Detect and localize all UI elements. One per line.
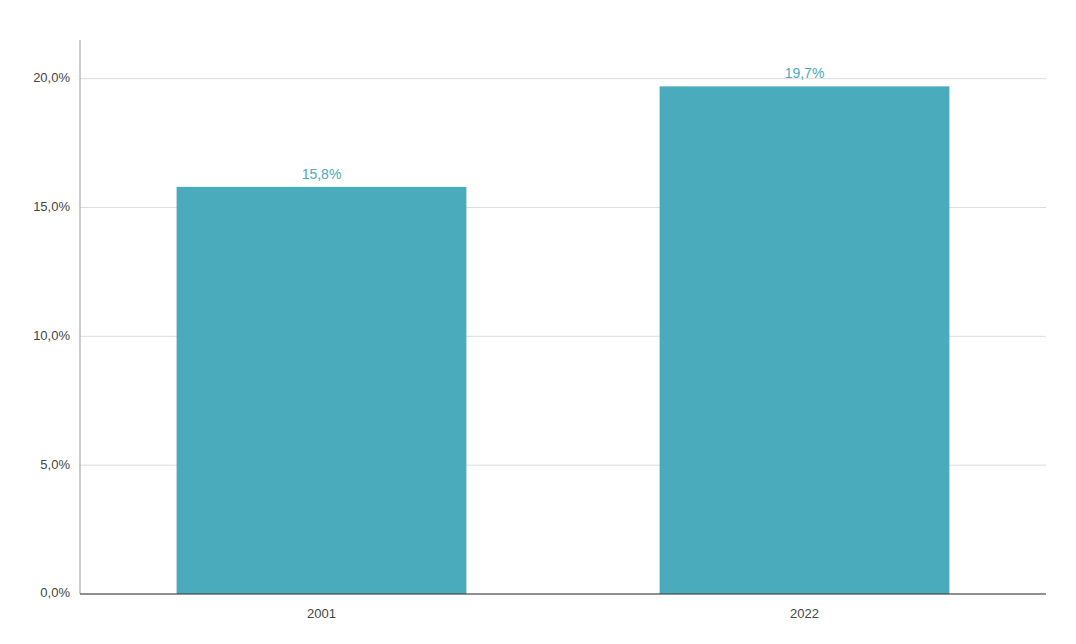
bar bbox=[660, 86, 950, 594]
x-axis: 2001 2022 bbox=[80, 594, 1046, 621]
bar bbox=[177, 187, 467, 594]
y-tick-label: 15,0% bbox=[33, 199, 70, 214]
y-tick-label: 20,0% bbox=[33, 70, 70, 85]
y-axis-line bbox=[80, 40, 81, 594]
y-tick-label: 5,0% bbox=[40, 457, 70, 472]
y-tick-label: 10,0% bbox=[33, 328, 70, 343]
x-axis-line bbox=[80, 593, 1046, 594]
bars bbox=[177, 86, 950, 594]
y-axis: 0,0% 5,0% 10,0% 15,0% 20,0% bbox=[33, 70, 70, 600]
grid-line bbox=[80, 78, 1046, 79]
x-tick-label: 2001 bbox=[307, 606, 336, 621]
data-labels: 15,8% 19,7% bbox=[302, 65, 825, 181]
grid-line bbox=[80, 594, 1046, 595]
y-grid bbox=[80, 79, 1046, 594]
y-tick-label: 0,0% bbox=[40, 585, 70, 600]
data-label: 15,8% bbox=[302, 166, 342, 182]
chart-container: 0,0% 5,0% 10,0% 15,0% 20,0% 15,8% 19,7% 2001 202… bbox=[0, 0, 1076, 644]
data-label: 19,7% bbox=[785, 65, 825, 81]
chart: 0,0% 5,0% 10,0% 15,0% 20,0% 15,8% 19,7% 2001 202… bbox=[0, 0, 1076, 644]
x-tick-label: 2022 bbox=[790, 606, 819, 621]
